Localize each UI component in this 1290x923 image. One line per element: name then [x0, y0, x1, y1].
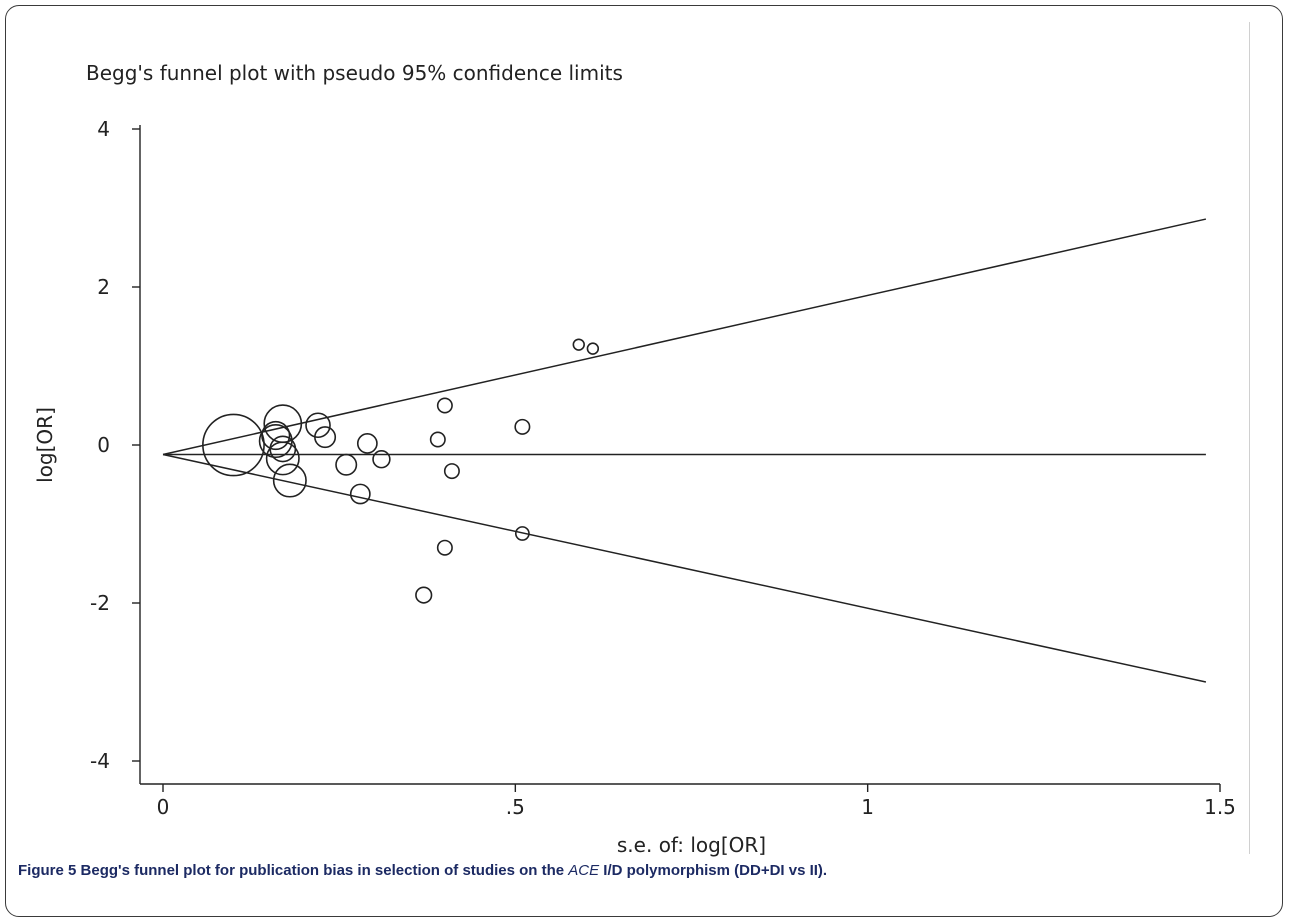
study-point [272, 463, 307, 498]
study-point [314, 426, 337, 449]
study-point [572, 338, 585, 351]
study-point [514, 418, 531, 435]
lower-confidence-limit [162, 453, 1207, 683]
study-point [202, 413, 265, 477]
data-points [202, 338, 600, 604]
frame-divider [1249, 22, 1250, 854]
study-point [265, 441, 300, 476]
study-point [429, 431, 446, 448]
y-tick-label: 2 [97, 275, 110, 299]
study-point [586, 342, 600, 355]
y-axis-label: log[OR] [33, 407, 57, 483]
axes: 4 2 0 -2 -4 0 .5 1 1.5 [90, 117, 1236, 819]
study-point [436, 539, 453, 556]
x-tick-label: 0 [157, 795, 170, 819]
y-tick-label: 4 [97, 117, 110, 141]
study-point [443, 463, 460, 480]
y-tick-label: -4 [90, 749, 110, 773]
figure-frame [5, 5, 1283, 917]
chart-title: Begg's funnel plot with pseudo 95% confi… [86, 61, 623, 85]
x-tick-label: 1 [861, 795, 874, 819]
study-point [305, 412, 331, 439]
study-point [415, 586, 433, 604]
x-tick-label: .5 [506, 795, 525, 819]
study-point [514, 526, 530, 541]
x-axis-label: s.e. of: log[OR] [617, 833, 766, 857]
caption-text-before: Begg's funnel plot for publication bias … [76, 862, 569, 879]
study-point [372, 450, 391, 469]
study-point [261, 420, 291, 451]
y-tick-label: -2 [90, 591, 110, 615]
figure-caption: Figure 5 Begg's funnel plot for publicat… [18, 862, 1258, 879]
caption-gene: ACE [568, 862, 600, 879]
caption-label: Figure 5 [18, 862, 77, 879]
study-point [335, 453, 358, 476]
confidence-lines [162, 218, 1207, 683]
funnel-plot: Begg's funnel plot with pseudo 95% confi… [33, 61, 1236, 857]
study-point [356, 433, 378, 454]
y-tick-label: 0 [97, 433, 110, 457]
caption-text-after: I/D polymorphism (DD+DI vs II). [599, 862, 828, 879]
study-point [436, 397, 453, 414]
upper-confidence-limit [162, 218, 1207, 456]
study-point [349, 483, 371, 505]
study-point [269, 435, 297, 463]
x-tick-label: 1.5 [1204, 795, 1236, 819]
